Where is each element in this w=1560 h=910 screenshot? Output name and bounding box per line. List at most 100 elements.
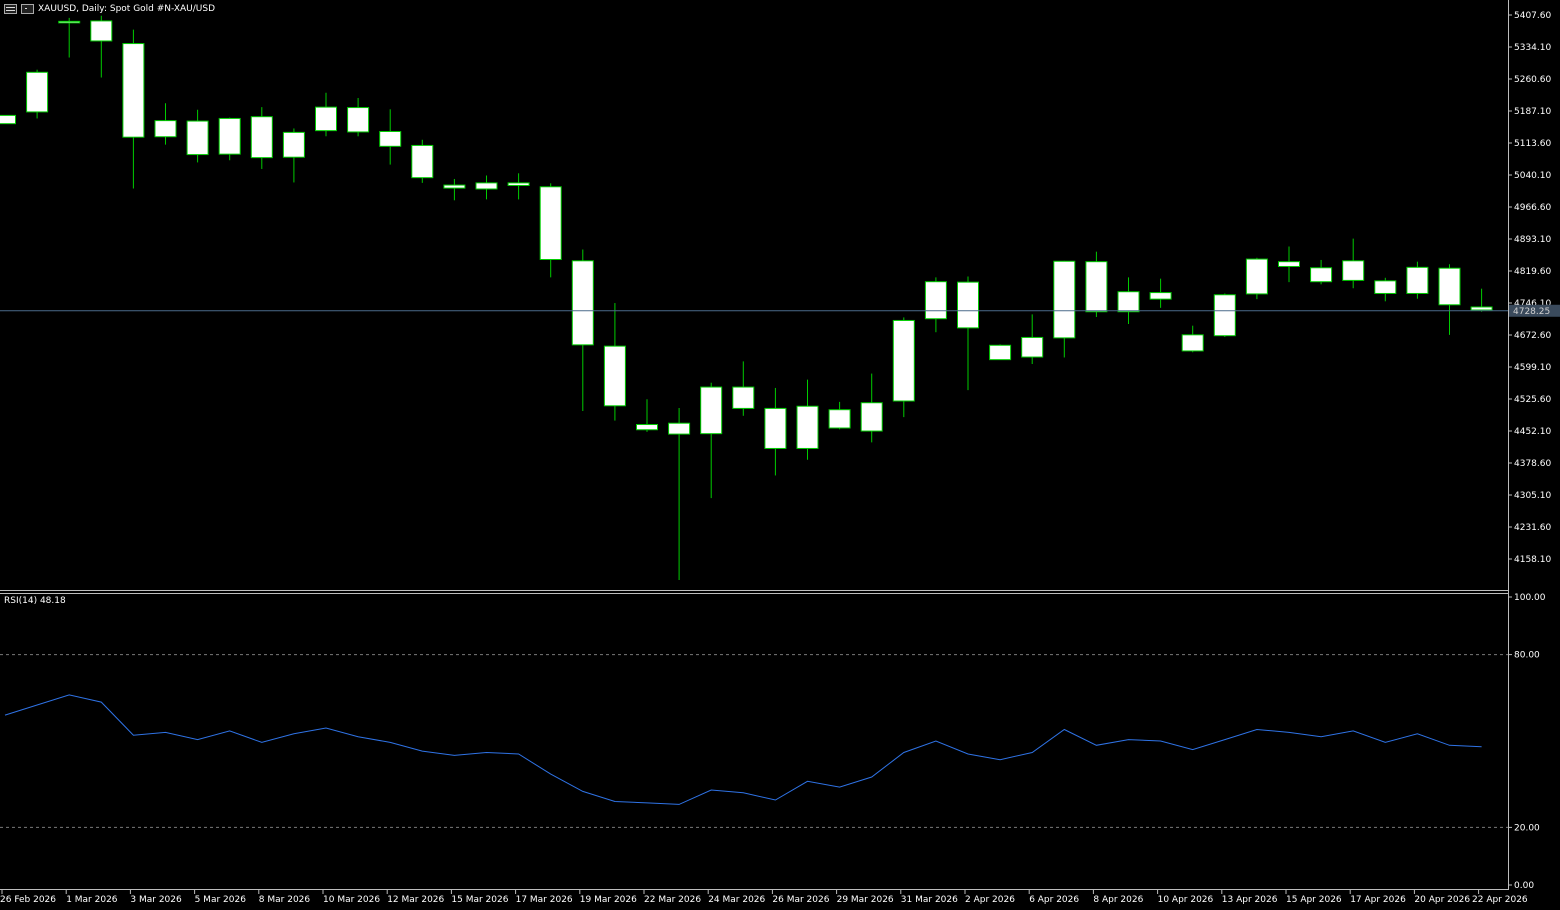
candle bbox=[186, 109, 209, 163]
candle-body bbox=[1213, 294, 1236, 337]
candle-body bbox=[1438, 267, 1461, 306]
candle bbox=[0, 114, 16, 125]
candle-body bbox=[1278, 261, 1300, 267]
time-tick-label: 24 Mar 2026 bbox=[708, 895, 765, 905]
price-tick-label: 5407.60 bbox=[1514, 11, 1551, 21]
candle bbox=[1406, 261, 1429, 299]
candle-body bbox=[1342, 260, 1365, 281]
time-tick-label: 17 Apr 2026 bbox=[1350, 895, 1406, 905]
candle-body bbox=[668, 422, 691, 435]
candle bbox=[1438, 264, 1461, 335]
candle bbox=[315, 92, 337, 137]
rsi-tick-label: 0.00 bbox=[1514, 881, 1534, 891]
candle bbox=[1053, 260, 1076, 358]
candle-body bbox=[603, 345, 626, 407]
candle bbox=[1085, 251, 1108, 317]
chart-type-icon[interactable] bbox=[21, 4, 34, 14]
candle-body bbox=[58, 20, 81, 24]
price-pane[interactable] bbox=[0, 15, 1508, 580]
current-price-label: 4728.25 bbox=[1513, 307, 1550, 317]
candle bbox=[924, 277, 947, 333]
candle bbox=[1278, 246, 1300, 283]
price-tick-label: 4231.60 bbox=[1514, 523, 1551, 533]
candle-body bbox=[250, 116, 273, 159]
candle bbox=[411, 139, 434, 183]
price-tick-label: 4599.10 bbox=[1514, 363, 1551, 373]
time-tick-label: 13 Apr 2026 bbox=[1222, 895, 1278, 905]
candle-body bbox=[1117, 291, 1140, 313]
price-tick-label: 5113.60 bbox=[1514, 139, 1551, 149]
time-tick-label: 20 Apr 2026 bbox=[1414, 895, 1470, 905]
candle bbox=[828, 401, 851, 430]
candle bbox=[957, 276, 979, 391]
candle bbox=[1181, 325, 1204, 353]
current-price-box bbox=[1509, 304, 1560, 317]
price-tick-label: 4819.60 bbox=[1514, 267, 1551, 277]
price-tick-label: 4452.10 bbox=[1514, 427, 1551, 437]
price-tick-label: 5334.10 bbox=[1514, 43, 1551, 53]
candle-body bbox=[1021, 336, 1044, 358]
candle-body bbox=[892, 319, 915, 402]
time-tick-label: 26 Mar 2026 bbox=[772, 895, 829, 905]
candle bbox=[796, 379, 819, 460]
time-tick-label: 15 Apr 2026 bbox=[1286, 895, 1342, 905]
chart-title: XAUUSD, Daily: Spot Gold #N-XAU/USD bbox=[38, 4, 215, 14]
candle bbox=[539, 183, 562, 278]
candle-body bbox=[475, 182, 498, 190]
candle-body bbox=[507, 182, 530, 186]
candle-body bbox=[26, 71, 49, 113]
candle bbox=[154, 103, 177, 145]
candle-body bbox=[1470, 306, 1493, 311]
time-tick-label: 12 Mar 2026 bbox=[387, 895, 444, 905]
price-tick-label: 4966.60 bbox=[1514, 203, 1551, 213]
candle-body bbox=[0, 114, 16, 125]
candle bbox=[507, 173, 530, 200]
candle-body bbox=[90, 20, 113, 42]
candle-body bbox=[636, 424, 658, 431]
time-tick-label: 15 Mar 2026 bbox=[451, 895, 508, 905]
candle-body bbox=[796, 405, 819, 449]
rsi-tick-label: 20.00 bbox=[1514, 823, 1540, 833]
candle bbox=[282, 128, 305, 183]
candle-body bbox=[122, 43, 145, 138]
candle-body bbox=[154, 120, 177, 138]
rsi-tick-label: 100.00 bbox=[1514, 593, 1546, 603]
price-tick-label: 4158.10 bbox=[1514, 555, 1551, 565]
chart-window-icon[interactable] bbox=[4, 4, 17, 14]
candle bbox=[122, 29, 145, 189]
time-tick-label: 22 Mar 2026 bbox=[644, 895, 701, 905]
rsi-line bbox=[4, 694, 1482, 805]
candle-body bbox=[1149, 292, 1172, 300]
price-tick-label: 5260.60 bbox=[1514, 75, 1551, 85]
candle-body bbox=[1181, 334, 1204, 352]
rsi-pane[interactable] bbox=[0, 654, 1508, 828]
candle bbox=[475, 175, 498, 200]
candle-body bbox=[571, 260, 594, 346]
candle bbox=[58, 17, 81, 58]
candle bbox=[1342, 238, 1365, 289]
candle-body bbox=[1374, 280, 1397, 294]
candle-body bbox=[1310, 267, 1333, 283]
candle-body bbox=[315, 106, 337, 132]
price-tick-label: 4525.60 bbox=[1514, 395, 1551, 405]
candle bbox=[668, 407, 691, 580]
candle bbox=[892, 317, 915, 418]
time-tick-label: 1 Mar 2026 bbox=[66, 895, 118, 905]
time-tick-label: 5 Mar 2026 bbox=[195, 895, 247, 905]
candle-body bbox=[1053, 260, 1076, 339]
candle bbox=[1149, 278, 1172, 308]
candle-body bbox=[860, 402, 883, 432]
candle-body bbox=[379, 131, 402, 147]
price-tick-label: 4672.60 bbox=[1514, 331, 1551, 341]
time-tick-label: 3 Mar 2026 bbox=[130, 895, 182, 905]
time-tick-label: 17 Mar 2026 bbox=[516, 895, 573, 905]
candle bbox=[700, 382, 723, 499]
candle-body bbox=[347, 107, 370, 133]
price-tick-label: 4893.10 bbox=[1514, 235, 1551, 245]
candle bbox=[347, 97, 370, 137]
candle-body bbox=[539, 186, 562, 261]
time-tick-label: 10 Apr 2026 bbox=[1158, 895, 1214, 905]
time-tick-label: 10 Mar 2026 bbox=[323, 895, 380, 905]
